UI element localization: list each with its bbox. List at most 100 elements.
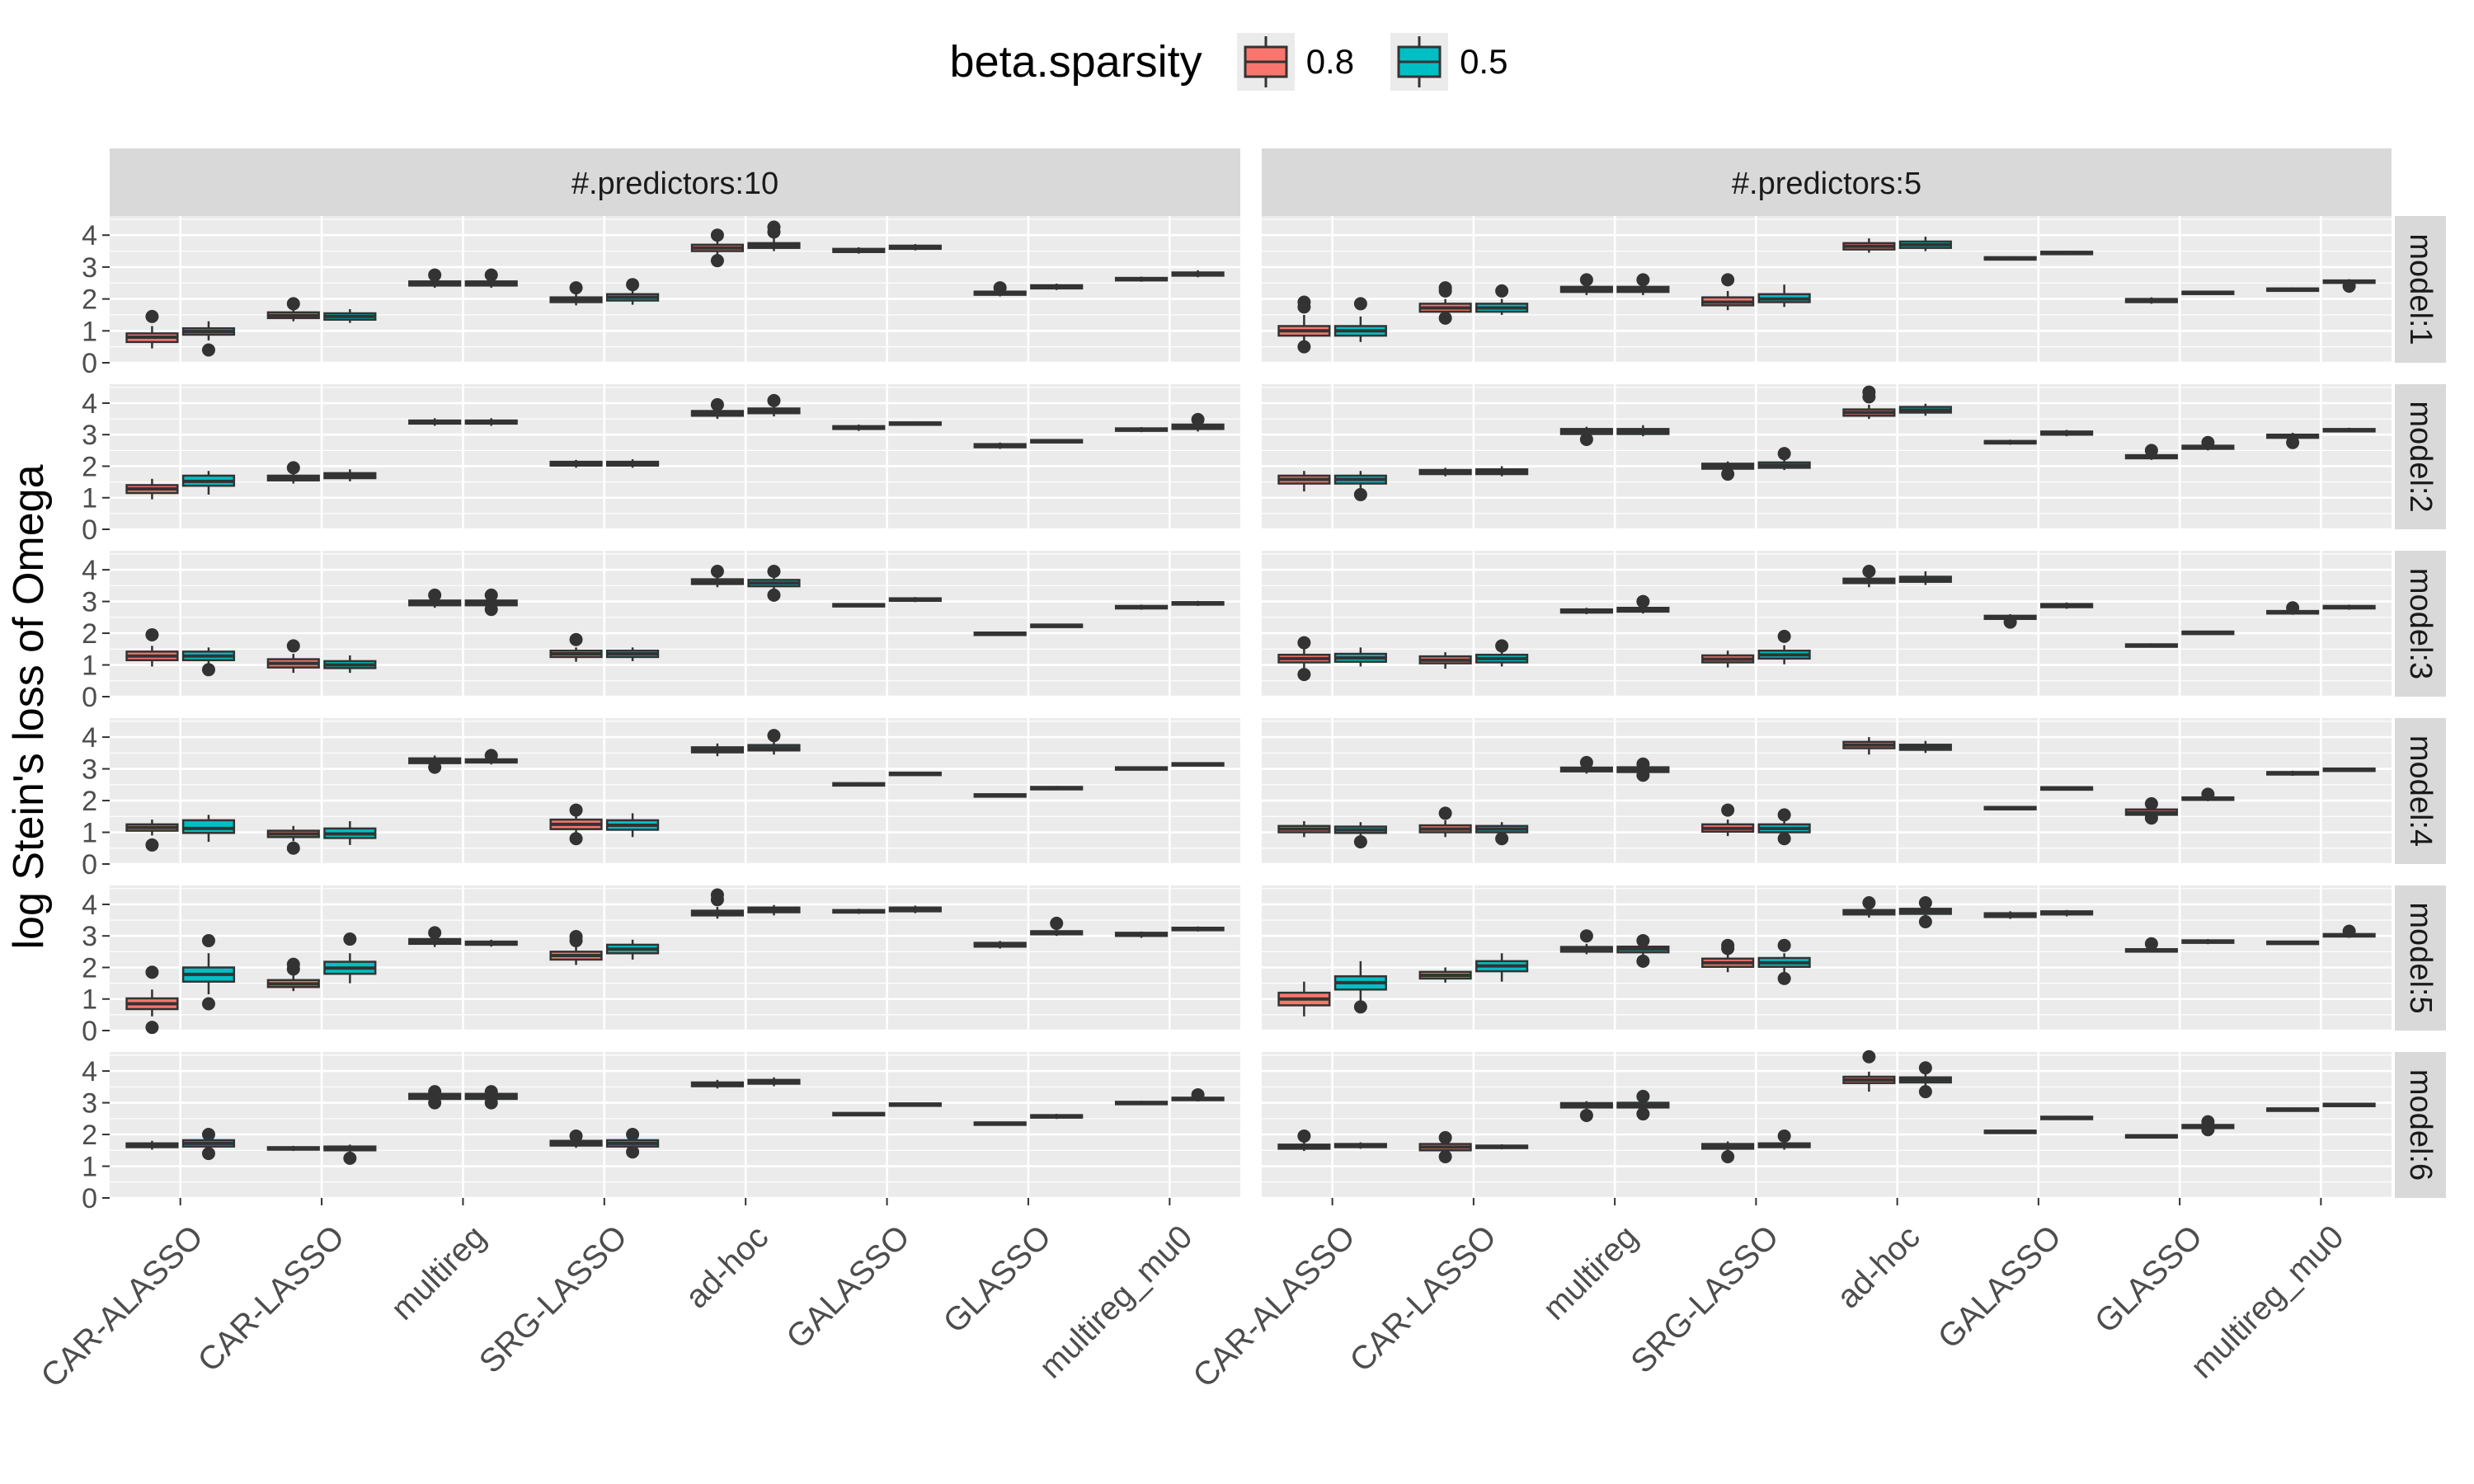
outlier-point xyxy=(1721,803,1735,817)
outlier-point xyxy=(484,268,498,282)
box-SRG-LASSO-0.5 xyxy=(1757,284,1811,308)
outlier-point xyxy=(1636,757,1650,771)
panel xyxy=(1262,216,2392,364)
panel-background xyxy=(110,718,1240,864)
outlier-point xyxy=(201,933,215,947)
box-GALASSO-0.5 xyxy=(888,1102,942,1107)
outlier-point xyxy=(1191,1087,1205,1101)
outlier-point xyxy=(286,461,300,475)
y-tick-label: 3 xyxy=(82,252,97,284)
outlier-point xyxy=(343,932,357,946)
y-tick-label: 3 xyxy=(82,587,97,618)
box-ad-hoc-0.8 xyxy=(690,1079,745,1089)
box-GALASSO-0.5 xyxy=(888,771,942,777)
outlier-point xyxy=(1438,806,1452,820)
box-GALASSO-0.8 xyxy=(1983,439,2037,445)
x-tick-label: multireg xyxy=(384,1219,493,1327)
outlier-point xyxy=(569,1129,583,1143)
outlier-point xyxy=(2003,615,2017,629)
box-multireg_mu0-0.5 xyxy=(2322,279,2376,294)
outlier-point xyxy=(1862,385,1876,399)
outlier-point xyxy=(1579,273,1593,287)
box-multireg_mu0-0.5 xyxy=(2322,1102,2376,1107)
outlier-point xyxy=(2342,924,2356,938)
box-iqr xyxy=(181,819,236,834)
panel xyxy=(1262,551,2392,698)
row-strip-label: model:2 xyxy=(2403,401,2438,512)
box-CAR-ALASSO-0.8 xyxy=(125,627,179,667)
outlier-point xyxy=(1495,832,1509,846)
box-ad-hoc-0.5 xyxy=(747,393,801,417)
box-ad-hoc-0.8 xyxy=(1842,737,1896,755)
box-multireg_mu0-0.8 xyxy=(1114,427,1169,433)
y-tick-label: 4 xyxy=(82,220,97,251)
x-tick-label: GALASSO xyxy=(1931,1219,2068,1355)
box-CAR-ALASSO-0.5 xyxy=(1333,822,1387,849)
outlier-point xyxy=(1579,432,1593,446)
box-CAR-LASSO-0.8 xyxy=(266,639,320,674)
y-tick-label: 2 xyxy=(82,1120,97,1151)
outlier-point xyxy=(2201,1115,2215,1129)
legend-label-0.5: 0.5 xyxy=(1460,42,1508,81)
box-ad-hoc-0.8 xyxy=(1842,1050,1896,1092)
y-tick-label: 1 xyxy=(82,316,97,347)
x-tick-label: CAR-LASSO xyxy=(191,1219,352,1379)
box-ad-hoc-0.8 xyxy=(690,228,745,268)
panel xyxy=(1262,885,2392,1032)
box-SRG-LASSO-0.5 xyxy=(605,813,660,838)
outlier-point xyxy=(626,278,640,292)
row-strip xyxy=(2395,551,2446,697)
outlier-point xyxy=(145,627,159,641)
box-ad-hoc-0.5 xyxy=(1898,740,1952,754)
box-multireg_mu0-0.5 xyxy=(1171,600,1225,606)
box-GLASSO-0.8 xyxy=(2124,444,2178,460)
box-CAR-ALASSO-0.5 xyxy=(181,815,236,843)
facet-strip xyxy=(1262,148,2392,216)
y-tick-label: 0 xyxy=(82,849,97,881)
outlier-point xyxy=(2286,601,2300,615)
outlier-point xyxy=(484,588,498,602)
box-GLASSO-0.5 xyxy=(2181,435,2235,451)
box-multireg_mu0-0.8 xyxy=(2266,287,2320,293)
outlier-point xyxy=(1495,639,1509,653)
box-CAR-LASSO-0.5 xyxy=(323,932,377,984)
outlier-point xyxy=(1579,755,1593,769)
box-ad-hoc-0.8 xyxy=(1842,385,1896,420)
facet-strip-label: #.predictors:10 xyxy=(571,167,778,201)
box-ad-hoc-0.8 xyxy=(1842,896,1896,918)
box-ad-hoc-0.5 xyxy=(747,904,801,916)
y-tick-label: 3 xyxy=(82,1088,97,1120)
outlier-point xyxy=(1438,311,1452,325)
y-tick-label: 3 xyxy=(82,921,97,952)
outlier-point xyxy=(767,729,781,743)
row-strip-label: model:6 xyxy=(2403,1069,2438,1181)
box-multireg-0.8 xyxy=(408,1085,462,1110)
box-multireg_mu0-0.5 xyxy=(2322,427,2376,433)
box-GLASSO-0.5 xyxy=(1030,786,1084,791)
outlier-point xyxy=(201,997,215,1011)
box-CAR-LASSO-0.5 xyxy=(323,821,377,845)
panel-background xyxy=(1262,384,2392,529)
outlier-point xyxy=(1636,954,1650,968)
box-GALASSO-0.8 xyxy=(1983,1129,2037,1134)
outlier-point xyxy=(1636,273,1650,287)
box-multireg-0.5 xyxy=(464,939,518,947)
box-multireg-0.8 xyxy=(1559,608,1613,614)
y-tick-label: 4 xyxy=(82,722,97,754)
box-SRG-LASSO-0.5 xyxy=(605,647,660,661)
outlier-point xyxy=(428,588,442,602)
box-CAR-LASSO-0.5 xyxy=(323,308,377,323)
panel xyxy=(110,551,1240,698)
outlier-point xyxy=(1636,1107,1650,1121)
box-CAR-LASSO-0.5 xyxy=(1475,953,1529,982)
y-tick-label: 4 xyxy=(82,1056,97,1087)
box-SRG-LASSO-0.8 xyxy=(549,929,603,965)
outlier-point xyxy=(201,1147,215,1161)
box-GALASSO-0.8 xyxy=(832,1111,886,1117)
box-CAR-LASSO-0.8 xyxy=(1418,806,1472,838)
box-GLASSO-0.5 xyxy=(1030,1114,1084,1120)
outlier-point xyxy=(1777,808,1791,822)
outlier-point xyxy=(484,1096,498,1110)
outlier-point xyxy=(1353,835,1367,849)
outlier-point xyxy=(1721,467,1735,481)
